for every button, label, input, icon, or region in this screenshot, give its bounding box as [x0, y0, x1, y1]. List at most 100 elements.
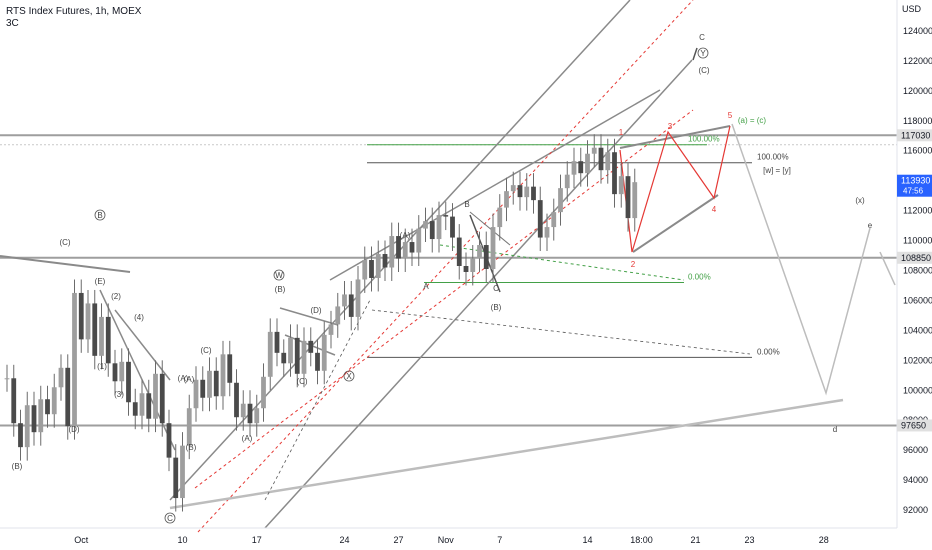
- candle-body: [605, 152, 611, 171]
- price-badge-label: 108850: [901, 253, 931, 263]
- candle-body: [517, 185, 523, 198]
- candle-body: [537, 200, 543, 238]
- candle-body: [416, 228, 422, 253]
- annotation-w-circle-ring: [273, 269, 285, 281]
- wave-diag-3: [279, 307, 339, 326]
- annotation-b-circle-ring: [94, 209, 106, 221]
- candle-body: [261, 376, 266, 409]
- wave-labels: 100.00% 0.00% 100.00% 0.00% [w] = [y] (a) = (…: [12, 33, 873, 524]
- price-tick-label: 122000: [903, 56, 932, 66]
- candle-body: [288, 337, 293, 364]
- candle-body: [348, 294, 354, 317]
- price-tick-label: 124000: [903, 26, 932, 36]
- annotation-e: e: [868, 221, 873, 230]
- wave-label: (2): [111, 292, 121, 301]
- channel-lower: [264, 59, 693, 529]
- candle-body: [294, 337, 300, 374]
- price-tick-label: 116000: [903, 146, 932, 156]
- wave-label: (C): [200, 346, 211, 355]
- candle-body: [45, 399, 50, 415]
- time-tick-label: 24: [339, 535, 349, 545]
- candle-body: [112, 363, 118, 382]
- channel-red-1: [197, 0, 694, 533]
- candle-body: [591, 147, 597, 154]
- candle-body: [126, 361, 131, 403]
- wave-label: (B): [12, 462, 23, 471]
- candle-body: [85, 303, 91, 340]
- channel-red-2: [194, 109, 694, 489]
- dashed-green: [439, 244, 685, 281]
- time-tick-label: 18:00: [630, 535, 653, 545]
- wave-label: (D): [310, 306, 321, 315]
- time-axis[interactable]: Oct 10 17 24 27 Nov 7 14 18:00 21 23 28: [74, 535, 829, 545]
- wave-label: (3): [114, 390, 124, 399]
- candle-body: [362, 260, 368, 280]
- candle-body: [274, 331, 280, 353]
- candle-body: [281, 352, 287, 364]
- candle-body: [193, 379, 199, 409]
- candle-body: [267, 331, 273, 377]
- time-tick-label: 28: [819, 535, 829, 545]
- price-badge-label: 117030: [901, 130, 930, 140]
- candles-layer: [4, 134, 638, 512]
- price-badge-label: 97650: [901, 420, 926, 430]
- wave-label: (1): [97, 362, 107, 371]
- candle-body: [78, 292, 84, 340]
- drawing-layer: [0, 0, 897, 533]
- wave-label-red: 4: [712, 205, 717, 214]
- currency-label: USD: [902, 4, 922, 14]
- last-price-badge-bg: [897, 174, 932, 197]
- wave-label: (D): [68, 425, 79, 434]
- candle-body: [247, 403, 253, 424]
- annotation-wy: [w] = [y]: [763, 166, 791, 175]
- annotation-y-circle: Y: [700, 49, 706, 58]
- candle-body: [173, 457, 179, 499]
- candle-body: [254, 408, 260, 424]
- candle-body: [389, 236, 395, 268]
- candle-body: [632, 182, 638, 219]
- candle-body: [65, 367, 71, 427]
- candle-body: [375, 254, 381, 278]
- candle-body: [24, 405, 30, 448]
- candle-body: [146, 393, 152, 419]
- wave-label: (A): [178, 374, 189, 383]
- last-price-label: 113930: [901, 176, 930, 186]
- candle-body: [463, 266, 469, 272]
- candle-body: [504, 191, 509, 208]
- candle-body: [234, 382, 239, 418]
- price-badge-bg: [897, 419, 932, 432]
- candle-body: [166, 423, 172, 458]
- candle-body: [409, 242, 415, 253]
- candle-body: [429, 221, 435, 240]
- candle-body: [470, 258, 476, 272]
- abc-b: [469, 211, 511, 246]
- candle-body: [308, 340, 314, 353]
- annotation-y-circle-ring: [697, 47, 709, 59]
- candle-body: [200, 379, 206, 398]
- price-badge-bg: [897, 129, 932, 142]
- candle-body: [227, 354, 233, 383]
- trendline-base: [169, 398, 844, 510]
- candle-body: [510, 185, 516, 192]
- annotation-d: d: [833, 425, 837, 434]
- candle-body: [558, 188, 563, 213]
- candle-body: [335, 306, 341, 325]
- candle-body: [58, 367, 64, 388]
- annotation-ac: (a) = (c): [738, 116, 767, 125]
- wave-label: (B): [491, 303, 502, 312]
- candle-body: [612, 152, 617, 195]
- candle-body: [328, 324, 334, 335]
- candle-body: [598, 147, 604, 171]
- candle-body: [524, 186, 530, 198]
- time-tick-label: Oct: [74, 535, 89, 545]
- candle-body: [369, 260, 374, 278]
- annotation-w-circle: W: [275, 271, 283, 280]
- candle-body: [4, 378, 10, 380]
- candle-body: [315, 352, 320, 371]
- candle-body: [564, 174, 570, 189]
- candle-body: [301, 340, 307, 374]
- wave-label: (B): [186, 443, 197, 452]
- candle-body: [159, 373, 165, 424]
